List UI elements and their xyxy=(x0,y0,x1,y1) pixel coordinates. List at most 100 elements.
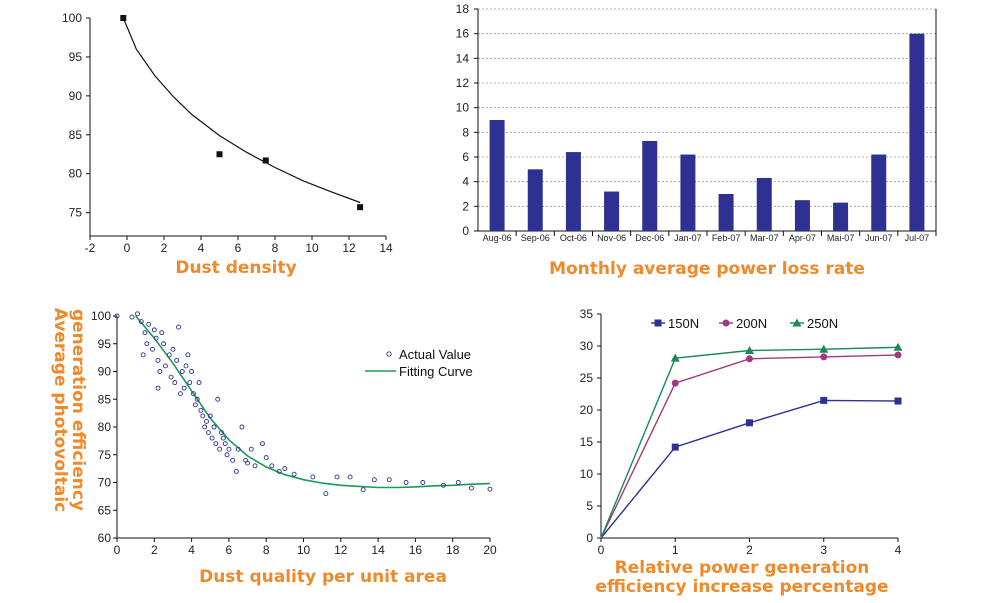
y-tick-label: 10 xyxy=(580,467,594,481)
bar xyxy=(833,202,849,231)
actual-point xyxy=(155,385,161,391)
dust-density-caption: Dust density xyxy=(175,258,296,278)
x-tick-label: 14 xyxy=(379,241,393,255)
actual-point xyxy=(310,474,316,480)
actual-point xyxy=(252,463,258,469)
fitting-curve xyxy=(135,315,491,489)
y-tick-label: 15 xyxy=(580,435,594,449)
x-tick-label: 18 xyxy=(446,543,460,557)
y-tick-label: 30 xyxy=(580,339,594,353)
series-point-150N xyxy=(894,397,902,405)
x-tick-label: 8 xyxy=(263,543,270,557)
bar xyxy=(604,191,620,231)
x-tick-label: 0 xyxy=(598,543,605,557)
actual-point xyxy=(207,413,213,419)
actual-point xyxy=(172,380,178,386)
x-tick-label: 4 xyxy=(198,241,205,255)
y-tick-label: 80 xyxy=(69,167,83,181)
x-tick-label: Aug-06 xyxy=(483,233,512,243)
y-tick-label: 16 xyxy=(456,27,470,41)
x-tick-label: 2 xyxy=(151,543,158,557)
monthly-loss-chart: 0 2 4 6 8 10 12 14 16 18 Aug-06 Sep-06 Oct-06 Nov-06 D… xyxy=(456,2,937,243)
actual-point xyxy=(144,341,150,347)
legend-actual-label: Actual Value xyxy=(399,347,471,362)
x-tick-label: 14 xyxy=(371,543,385,557)
actual-point xyxy=(202,424,208,430)
data-point xyxy=(120,15,127,21)
x-tick-label: Jul-07 xyxy=(905,233,930,243)
x-tick-label: Dec-06 xyxy=(635,233,664,243)
x-tick-label: Feb-07 xyxy=(712,233,741,243)
y-tick-label: 18 xyxy=(456,2,470,16)
actual-point xyxy=(166,352,172,358)
legend-fit-label: Fitting Curve xyxy=(399,364,473,379)
y-tick-label: 6 xyxy=(462,150,469,164)
y-tick-label: 0 xyxy=(586,531,593,545)
y-tick-label: 25 xyxy=(580,371,594,385)
actual-point xyxy=(235,446,241,452)
data-point xyxy=(357,204,364,211)
actual-point xyxy=(217,446,223,452)
y-tick-label: 85 xyxy=(69,128,83,142)
actual-point xyxy=(155,357,161,363)
x-tick-label: 10 xyxy=(305,241,319,255)
x-tick-label: 2 xyxy=(161,241,168,255)
y-tick-label: 35 xyxy=(580,307,594,321)
x-tick-label: 2 xyxy=(746,543,753,557)
x-tick-label: Jan-07 xyxy=(674,233,702,243)
x-tick-label: 4 xyxy=(188,543,195,557)
legend-actual-marker xyxy=(386,351,392,357)
actual-point xyxy=(239,424,245,430)
x-tick-label: Sep-06 xyxy=(521,233,550,243)
actual-point xyxy=(224,452,230,458)
actual-point xyxy=(282,466,288,472)
actual-point xyxy=(153,335,159,341)
series-point-200N xyxy=(671,379,679,387)
actual-point xyxy=(233,468,239,474)
bar xyxy=(527,169,543,231)
actual-point xyxy=(176,324,181,330)
series-line-200N xyxy=(600,354,899,539)
y-tick-label: 2 xyxy=(462,199,469,213)
data-point xyxy=(216,151,223,158)
actual-point xyxy=(196,380,202,386)
actual-point xyxy=(220,435,226,441)
y-tick-label: 12 xyxy=(456,76,470,90)
y-tick-label: 20 xyxy=(580,403,594,417)
actual-point xyxy=(468,485,474,491)
x-tick-label: 8 xyxy=(272,241,279,255)
actual-point xyxy=(403,480,409,485)
x-tick-label: 12 xyxy=(342,241,356,255)
actual-point xyxy=(189,369,195,374)
x-tick-label: Oct-06 xyxy=(560,233,587,243)
actual-point xyxy=(174,357,180,363)
actual-point xyxy=(218,430,224,435)
bar xyxy=(489,120,505,231)
actual-point xyxy=(187,380,193,386)
actual-point xyxy=(129,314,135,320)
series-point-200N xyxy=(746,355,753,363)
pv-efficiency-caption: Dust quality per unit area xyxy=(199,567,447,587)
actual-point xyxy=(181,385,187,391)
actual-point xyxy=(360,487,366,493)
series-point-150N xyxy=(671,443,679,451)
x-tick-label: 1 xyxy=(672,543,679,557)
actual-point xyxy=(135,311,140,317)
actual-point xyxy=(157,369,163,374)
actual-point xyxy=(248,446,254,452)
actual-point xyxy=(114,313,120,319)
series-point-250N xyxy=(893,342,903,351)
actual-point xyxy=(159,330,165,336)
y-tick-label: 0 xyxy=(462,224,469,238)
fit-curve xyxy=(122,17,361,204)
actual-point xyxy=(161,341,167,347)
y-tick-label: 100 xyxy=(62,11,82,25)
actual-point xyxy=(276,468,282,474)
relative-gain-chart: 0 1 2 3 4 0 5 10 15 20 25 30 35 150N 200N 250N xyxy=(580,307,903,557)
series-point-150N xyxy=(746,419,753,427)
legend-marker-150N xyxy=(654,319,662,327)
pv-efficiency-chart: 0 2 4 6 8 10 12 14 16 18 20 60 65 70 75 80 85 90 95 100 Actu… xyxy=(91,309,497,557)
bar xyxy=(794,200,810,231)
bar xyxy=(565,152,581,231)
bar xyxy=(718,194,734,231)
